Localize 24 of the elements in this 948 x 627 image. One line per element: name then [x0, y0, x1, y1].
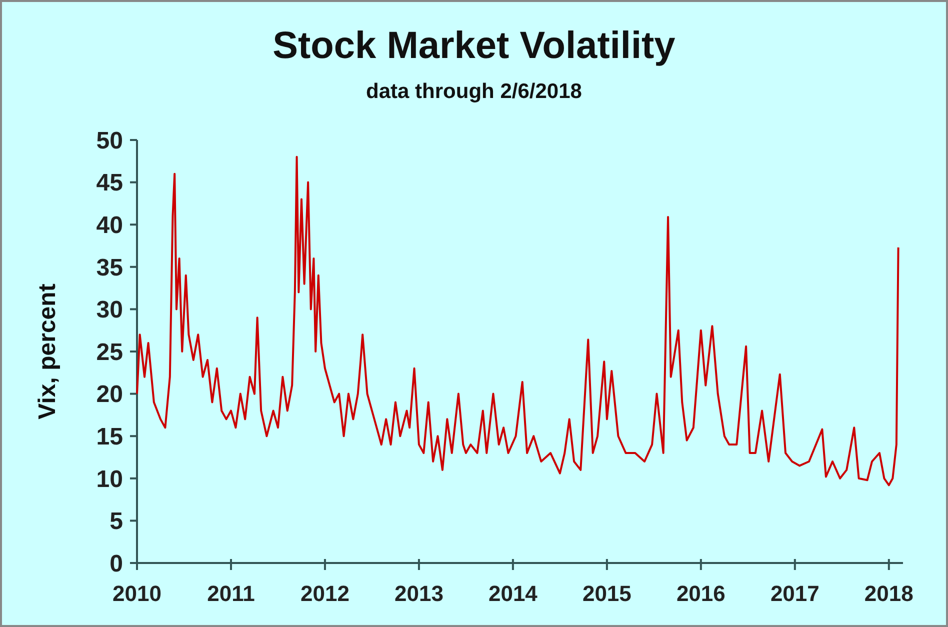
chart-subtitle: data through 2/6/2018 — [366, 80, 582, 103]
y-tick-label: 5 — [110, 508, 123, 536]
x-tick-label: 2011 — [207, 581, 255, 606]
y-tick-label: 45 — [96, 170, 123, 197]
chart-title: Stock Market Volatility — [272, 25, 676, 67]
line-series — [136, 156, 900, 486]
y-tick-label: 25 — [96, 338, 123, 366]
x-tick-label: 2016 — [676, 581, 726, 606]
y-axis-title: Vix, percent — [34, 284, 61, 420]
x-tick-label: 2013 — [394, 581, 444, 606]
y-tick-label: 10 — [96, 466, 123, 493]
y-tick-label: 15 — [96, 424, 123, 450]
y-tick-label: 30 — [96, 296, 123, 324]
x-tick-label: 2015 — [582, 581, 632, 606]
x-tick-label: 2012 — [300, 581, 350, 606]
y-tick-label: 35 — [96, 254, 123, 282]
x-tick-label: 2010 — [112, 581, 162, 606]
y-tick-label: 50 — [96, 127, 123, 154]
y-tick-label: 20 — [96, 381, 123, 408]
x-tick-label: 2017 — [770, 581, 820, 606]
y-tick-label: 40 — [96, 212, 123, 239]
x-tick-label: 2014 — [488, 581, 538, 606]
x-tick-label: 2018 — [864, 581, 914, 606]
y-tick-label: 0 — [110, 550, 123, 578]
